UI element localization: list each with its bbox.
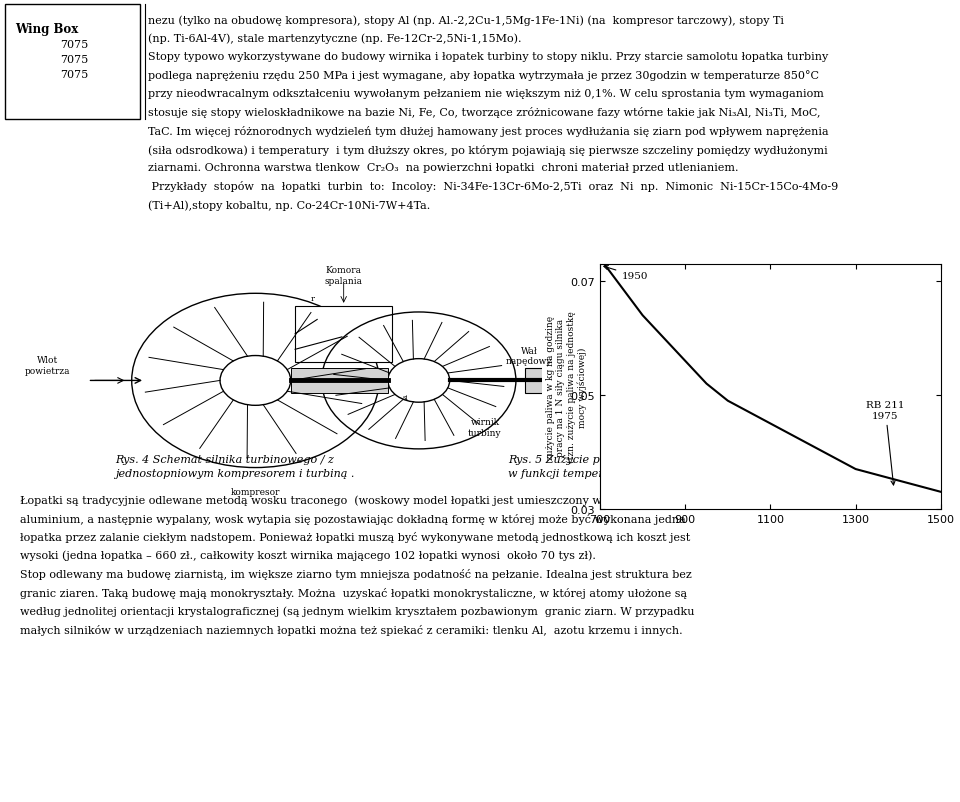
Text: jednostopniowym kompresorem i turbiną .: jednostopniowym kompresorem i turbiną .	[115, 468, 354, 479]
Text: Komora
spalania: Komora spalania	[324, 266, 363, 286]
Text: (np. Ti-6Al-4V), stale martenzytyczne (np. Fe-12Cr-2,5Ni-1,15Mo).: (np. Ti-6Al-4V), stale martenzytyczne (n…	[148, 34, 521, 44]
Text: stosuje się stopy wieloskładnikowe na bazie Ni, Fe, Co, tworzące zróżnicowane fa: stosuje się stopy wieloskładnikowe na ba…	[148, 107, 821, 119]
Text: (siła odsrodkowa) i temperatury  i tym dłuższy okres, po którym pojawiają się pi: (siła odsrodkowa) i temperatury i tym dł…	[148, 144, 828, 156]
Text: Łopatki są tradycyjnie odlewane metodą wosku traconego  (woskowy model łopatki j: Łopatki są tradycyjnie odlewane metodą w…	[20, 494, 690, 505]
Text: Rys. 4 Schemat silnika turbinowego / z: Rys. 4 Schemat silnika turbinowego / z	[115, 455, 334, 464]
Bar	[525, 369, 556, 394]
Text: Przykłady  stopów  na  łopatki  turbin  to:  Incoloy:  Ni-34Fe-13Cr-6Mo-2,5Ti  o: Przykłady stopów na łopatki turbin to: I…	[148, 181, 838, 192]
Text: podlega naprężeniu rzędu 250 MPa i jest wymagane, aby łopatka wytrzymała je prze: podlega naprężeniu rzędu 250 MPa i jest …	[148, 71, 819, 81]
Text: wysoki (jedna łopatka – 660 zł., całkowity koszt wirnika mającego 102 łopatki wy: wysoki (jedna łopatka – 660 zł., całkowi…	[20, 550, 596, 561]
Text: nezu (tylko na obudowę kompresora), stopy Al (np. Al.-2,2Cu-1,5Mg-1Fe-1Ni) (na  : nezu (tylko na obudowę kompresora), stop…	[148, 15, 784, 26]
Text: przy nieodwracalnym odkształceniu wywołanym pełzaniem nie większym niż 0,1%. W c: przy nieodwracalnym odkształceniu wywoła…	[148, 89, 824, 99]
Text: łopatka przez zalanie ciekłym nadstopem. Ponieważ łopatki muszą być wykonywane m: łopatka przez zalanie ciekłym nadstopem.…	[20, 532, 690, 542]
Text: 7075: 7075	[60, 40, 88, 50]
Text: 7075: 7075	[60, 70, 88, 80]
Text: małych silników w urządzeniach naziemnych łopatki można też spiekać z ceramiki: : małych silników w urządzeniach naziemnyc…	[20, 624, 683, 634]
Bar	[5, 5, 140, 119]
Bar	[295, 306, 393, 363]
Text: kompresor: kompresor	[230, 487, 280, 496]
Text: RB 211
1975: RB 211 1975	[866, 401, 904, 485]
Text: w funkcji temperatury spalania.: w funkcji temperatury spalania.	[508, 468, 687, 479]
Text: 1950: 1950	[604, 266, 648, 281]
Text: Wing Box: Wing Box	[15, 23, 79, 36]
Text: według jednolitej orientacji krystalograficznej (są jednym wielkim kryształem po: według jednolitej orientacji krystalogra…	[20, 606, 694, 616]
Text: Stop odlewany ma budowę ziarnistą, im większe ziarno tym mniejsza podatność na p: Stop odlewany ma budowę ziarnistą, im wi…	[20, 569, 692, 579]
Text: TaC. Im więcej różnorodnych wydzieleń tym dłużej hamowany jest proces wydłużania: TaC. Im więcej różnorodnych wydzieleń ty…	[148, 126, 828, 137]
Text: wirnik
turbiny: wirnik turbiny	[468, 418, 502, 437]
Text: (Ti+Al),stopy kobaltu, np. Co-24Cr-10Ni-7W+4Ta.: (Ti+Al),stopy kobaltu, np. Co-24Cr-10Ni-…	[148, 200, 430, 210]
Text: aluminium, a następnie wypalany, wosk wytapia się pozostawiając dokładną formę w: aluminium, a następnie wypalany, wosk wy…	[20, 512, 685, 524]
Bar	[291, 369, 388, 394]
Text: Rys. 5 Zużycie paliwa w kg na godzinę pracy silnika: Rys. 5 Zużycie paliwa w kg na godzinę pr…	[508, 455, 800, 464]
Text: Stopy typowo wykorzystywane do budowy wirnika i łopatek turbiny to stopy niklu. : Stopy typowo wykorzystywane do budowy wi…	[148, 52, 828, 62]
Text: ziarnami. Ochronna warstwa tlenkow  Cr₂O₃  na powierzchni łopatki  chroni materi: ziarnami. Ochronna warstwa tlenkow Cr₂O₃…	[148, 163, 738, 172]
Y-axis label: zużycie paliwa w kg na godzinę
pracy na 1 N siły ciągu silnika
(tzn. zużycie pal: zużycie paliwa w kg na godzinę pracy na …	[545, 311, 587, 463]
Text: si: si	[402, 394, 408, 402]
Text: 7075: 7075	[60, 55, 88, 65]
Text: r: r	[311, 294, 315, 302]
Text: granic ziaren. Taką budowę mają monokryształy. Można  uzyskać łopatki monokrysta: granic ziaren. Taką budowę mają monokrys…	[20, 587, 687, 597]
Text: Wał
napędowy: Wał napędowy	[506, 346, 552, 366]
Text: Wlot
powietrza: Wlot powietrza	[25, 356, 70, 375]
